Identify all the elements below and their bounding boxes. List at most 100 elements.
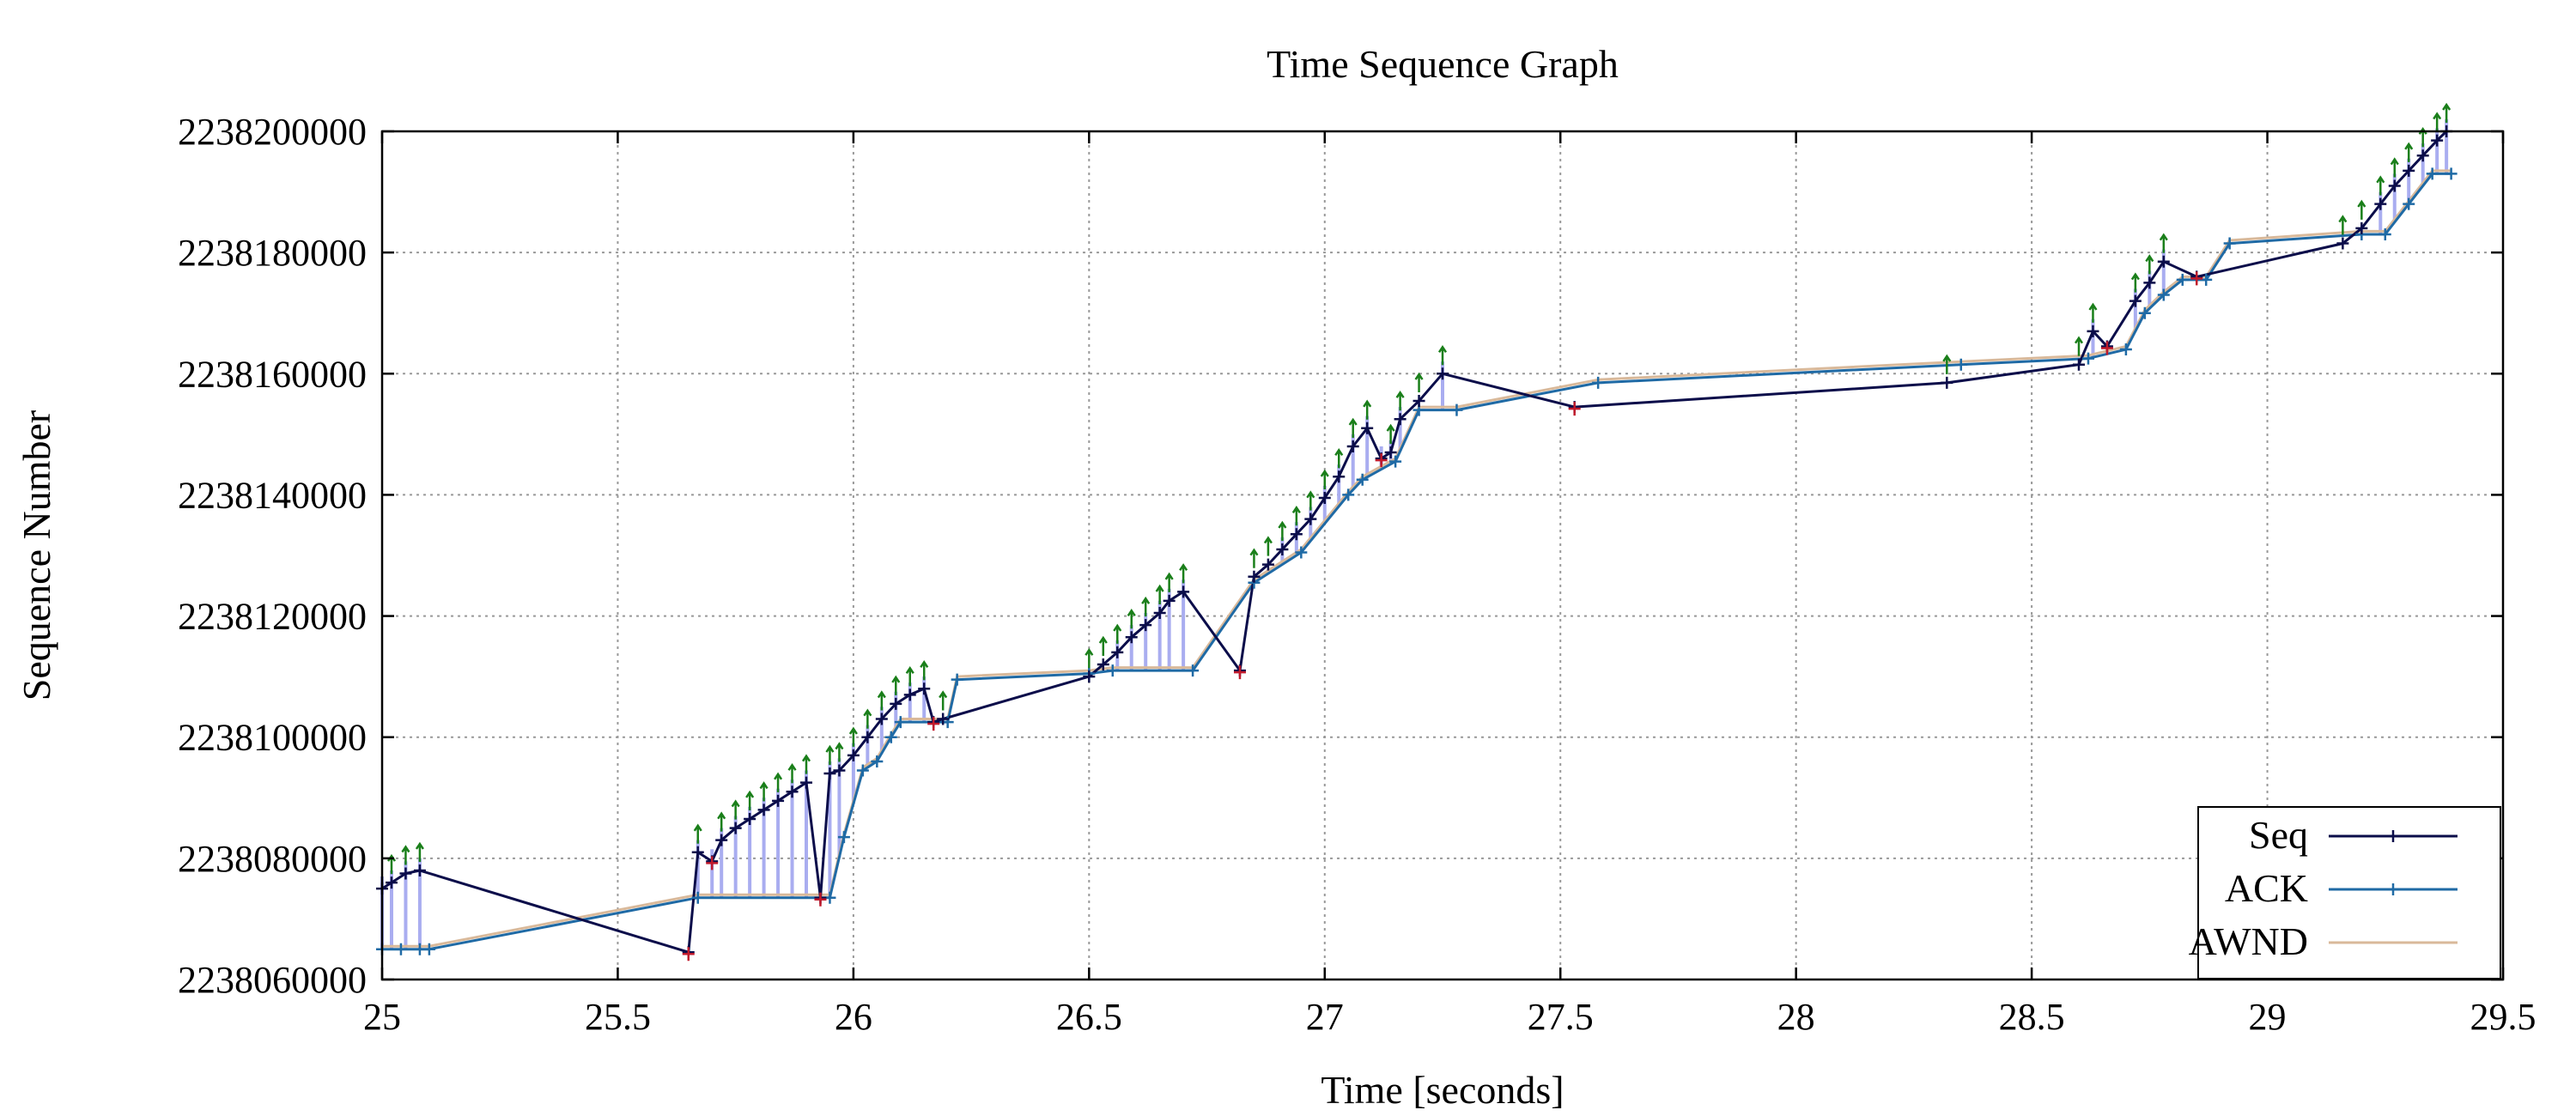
seq-point	[1304, 513, 1317, 525]
seq-point	[918, 682, 931, 695]
seq-point	[772, 794, 785, 807]
seq-point	[2143, 276, 2156, 289]
seq-point	[800, 776, 812, 789]
sack-marker	[863, 708, 872, 729]
ack-point	[394, 943, 407, 955]
sack-marker	[1334, 448, 1344, 469]
seq-point	[1125, 631, 1138, 644]
sack-marker	[1306, 490, 1315, 511]
ack-point	[871, 755, 884, 767]
ack-point	[1187, 664, 1200, 677]
sack-marker	[2433, 112, 2442, 132]
sack-marker	[1127, 609, 1136, 629]
sack-marker	[1278, 520, 1287, 541]
ack-point	[2445, 167, 2458, 180]
seq-point	[847, 749, 860, 761]
sack-marker	[835, 742, 844, 762]
sack-marker	[2357, 199, 2366, 220]
retransmit-marker	[2190, 271, 2203, 286]
sack-marker	[1113, 623, 1122, 644]
ack-point	[894, 716, 907, 729]
ack-point	[2138, 306, 2151, 319]
seq-point	[786, 785, 799, 798]
x-axis-label: Time [seconds]	[1321, 1068, 1564, 1112]
seq-point	[1276, 543, 1289, 555]
seq-point	[903, 688, 916, 701]
sack-marker	[2130, 272, 2140, 293]
sack-marker	[2159, 233, 2168, 253]
sack-marker	[1263, 536, 1273, 556]
seq-point	[1941, 376, 1953, 389]
sack-marker	[1098, 635, 1108, 657]
seq-point	[744, 812, 756, 825]
seq-point	[2129, 294, 2142, 307]
series-layer	[376, 102, 2458, 961]
ack-point	[1592, 376, 1605, 389]
ack-point	[2176, 273, 2189, 286]
x-tick-label: 26	[835, 996, 872, 1038]
y-axis-label: Sequence Number	[15, 410, 58, 701]
legend: Seq ACK AWND	[2189, 806, 2501, 980]
seq-point	[1261, 558, 1274, 571]
ack-point	[2426, 167, 2439, 180]
legend-swatches	[2329, 830, 2458, 944]
sack-marker	[2376, 175, 2385, 196]
seq-point	[1437, 367, 1449, 380]
ticks-layer: 25 25.5 26 26.5 27 27.5 28 28.5 29 29.5 2238060000…	[178, 111, 2537, 1038]
retransmit-marker	[682, 947, 695, 961]
seq-point	[823, 767, 836, 780]
sack-marker	[759, 781, 769, 802]
seq-point	[1318, 491, 1331, 504]
ack-point	[1450, 403, 1463, 416]
seq-point	[385, 876, 398, 889]
sack-marker	[1320, 469, 1329, 489]
seq-point	[2416, 149, 2429, 162]
ack-point	[1106, 664, 1119, 677]
seq-point	[2355, 221, 2368, 234]
legend-marker-seq	[2387, 830, 2399, 842]
ack-point	[2379, 227, 2391, 240]
sack-marker	[1363, 399, 1372, 420]
sack-marker	[787, 762, 797, 784]
sack-marker	[401, 845, 410, 865]
seq-point	[890, 697, 902, 710]
sack-marker	[717, 811, 726, 832]
seq-point	[1163, 594, 1176, 607]
sack-marker	[774, 772, 783, 792]
ack-point	[2157, 288, 2170, 301]
sack-marker	[1414, 372, 1424, 393]
sack-marker	[1942, 354, 1952, 374]
sack-marker	[1395, 390, 1405, 411]
sack-marker	[1291, 506, 1301, 526]
sack-marker	[905, 666, 914, 687]
ack-point	[837, 831, 850, 844]
sack-marker	[1386, 423, 1395, 445]
seq-point	[1361, 422, 1374, 434]
retransmit-marker	[1375, 453, 1388, 468]
ack-point	[422, 943, 435, 955]
seq-point	[1290, 528, 1303, 541]
seq-point	[861, 731, 874, 743]
sack-marker	[731, 799, 740, 820]
sack-marker	[877, 690, 886, 711]
ack-point	[2200, 273, 2213, 286]
ack-point	[951, 673, 963, 686]
seq-point	[1394, 413, 1406, 426]
y-tick-label: 2238140000	[178, 474, 367, 516]
seq-point	[691, 846, 704, 858]
ack-point	[2223, 237, 2236, 250]
plot-area-border	[380, 130, 2505, 981]
legend-marker-ack	[2387, 883, 2399, 895]
x-tick-label: 28	[1777, 996, 1815, 1038]
seq-point	[1333, 470, 1346, 483]
x-tick-label: 27	[1306, 996, 1344, 1038]
seq-point	[2374, 197, 2387, 210]
seq-point	[2073, 358, 2085, 371]
seq-point	[2388, 179, 2401, 192]
sack-marker	[891, 675, 901, 695]
seq-point	[2157, 255, 2170, 268]
retransmit-marker	[927, 717, 940, 731]
ack-point	[856, 764, 869, 777]
seq-point	[1111, 646, 1124, 658]
seq-point	[1139, 619, 1152, 632]
